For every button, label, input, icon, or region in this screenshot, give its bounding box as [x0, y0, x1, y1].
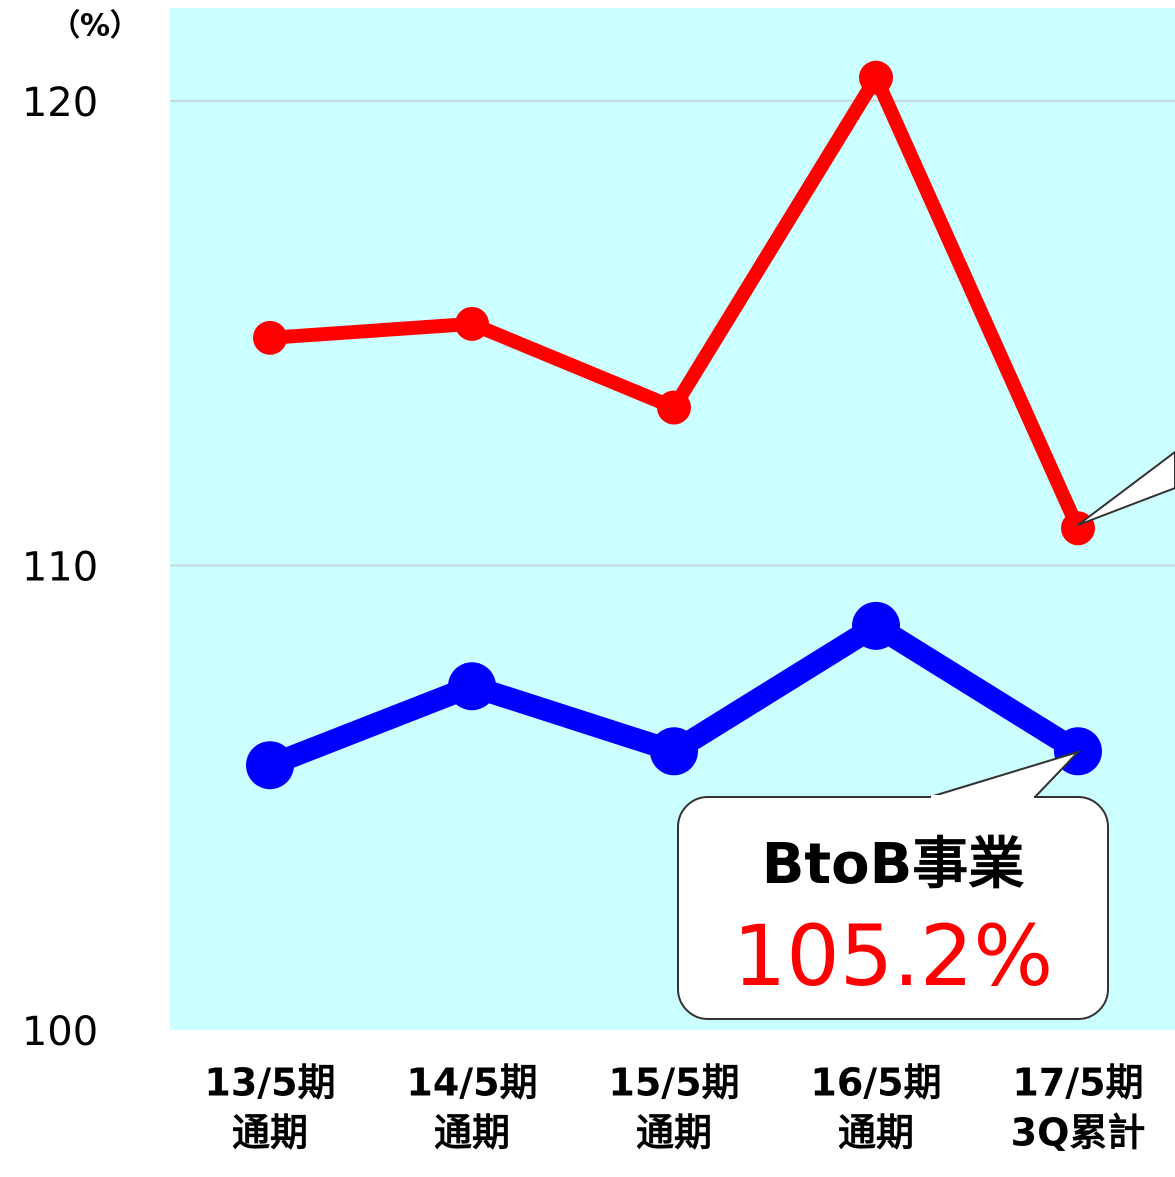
x-tick-label: 17/5期 [1012, 1061, 1143, 1105]
x-tick-label: 通期 [434, 1111, 510, 1155]
callout-value: 105.2% [733, 907, 1053, 1005]
y-tick-label: 110 [22, 544, 98, 590]
marker [246, 741, 294, 790]
x-tick-label: 通期 [838, 1111, 914, 1155]
x-tick-label: 通期 [232, 1111, 308, 1155]
callout-pointer [1077, 450, 1175, 526]
callout-box [677, 796, 1109, 1020]
marker [657, 390, 691, 425]
callout-title: BtoB事業 [762, 832, 1025, 897]
x-tick-label: 通期 [636, 1111, 712, 1155]
marker [448, 662, 496, 711]
y-axis-label: （%） [50, 9, 140, 44]
x-tick-label: 13/5期 [204, 1061, 335, 1105]
marker [455, 306, 489, 341]
marker [852, 601, 900, 650]
y-tick-label: 100 [22, 1009, 98, 1055]
x-tick-label: 14/5期 [406, 1061, 537, 1105]
callout-pointer [929, 749, 1082, 798]
x-tick-label: 16/5期 [810, 1061, 941, 1105]
y-tick-label: 120 [22, 80, 98, 126]
marker [859, 60, 893, 95]
marker [253, 320, 287, 355]
x-tick-label: 15/5期 [608, 1061, 739, 1105]
marker [650, 727, 698, 776]
x-tick-label: 3Q累計 [1011, 1111, 1146, 1155]
